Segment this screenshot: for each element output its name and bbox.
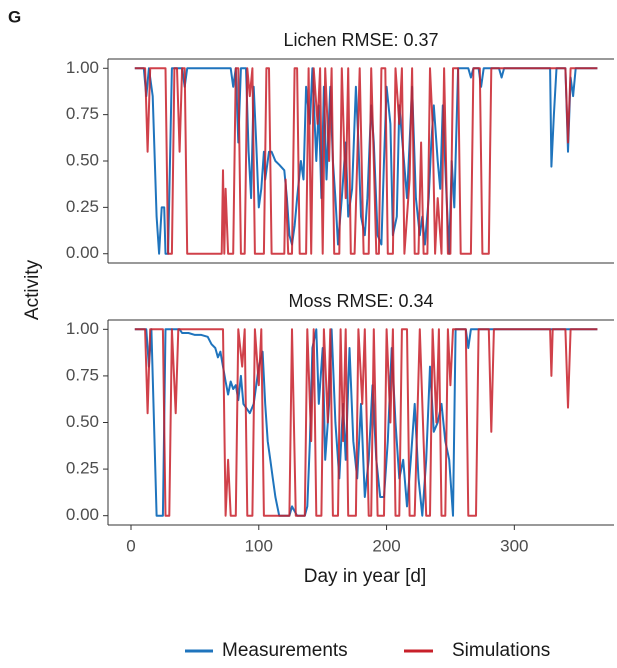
x-axis-label: Day in year [d] — [304, 566, 427, 587]
x-tick-label: 200 — [372, 536, 400, 555]
y-tick-label: 0.50 — [66, 150, 99, 169]
y-tick-label: 0.75 — [66, 104, 99, 123]
y-tick-label: 0.25 — [66, 197, 99, 216]
y-tick-label: 1.00 — [66, 319, 99, 338]
x-tick-label: 0 — [126, 536, 135, 555]
line-series — [134, 67, 598, 255]
line-series — [134, 67, 598, 255]
x-tick-label: 100 — [245, 536, 273, 555]
y-tick-label: 0.75 — [66, 365, 99, 384]
y-tick-label: 0.50 — [66, 412, 99, 431]
x-tick-label: 300 — [500, 536, 528, 555]
y-axis-label: Activity — [22, 259, 43, 320]
y-tick-label: 1.00 — [66, 58, 99, 77]
panel-title: Lichen RMSE: 0.37 — [283, 30, 438, 50]
y-tick-label: 0.00 — [66, 243, 99, 262]
legend-label: Measurements — [222, 640, 348, 661]
panel-label: G — [8, 7, 21, 26]
line-series — [134, 328, 598, 517]
y-tick-label: 0.00 — [66, 505, 99, 524]
line-series — [134, 328, 598, 517]
y-tick-label: 0.25 — [66, 459, 99, 478]
legend-label: Simulations — [452, 640, 550, 661]
panel-title: Moss RMSE: 0.34 — [288, 291, 433, 311]
